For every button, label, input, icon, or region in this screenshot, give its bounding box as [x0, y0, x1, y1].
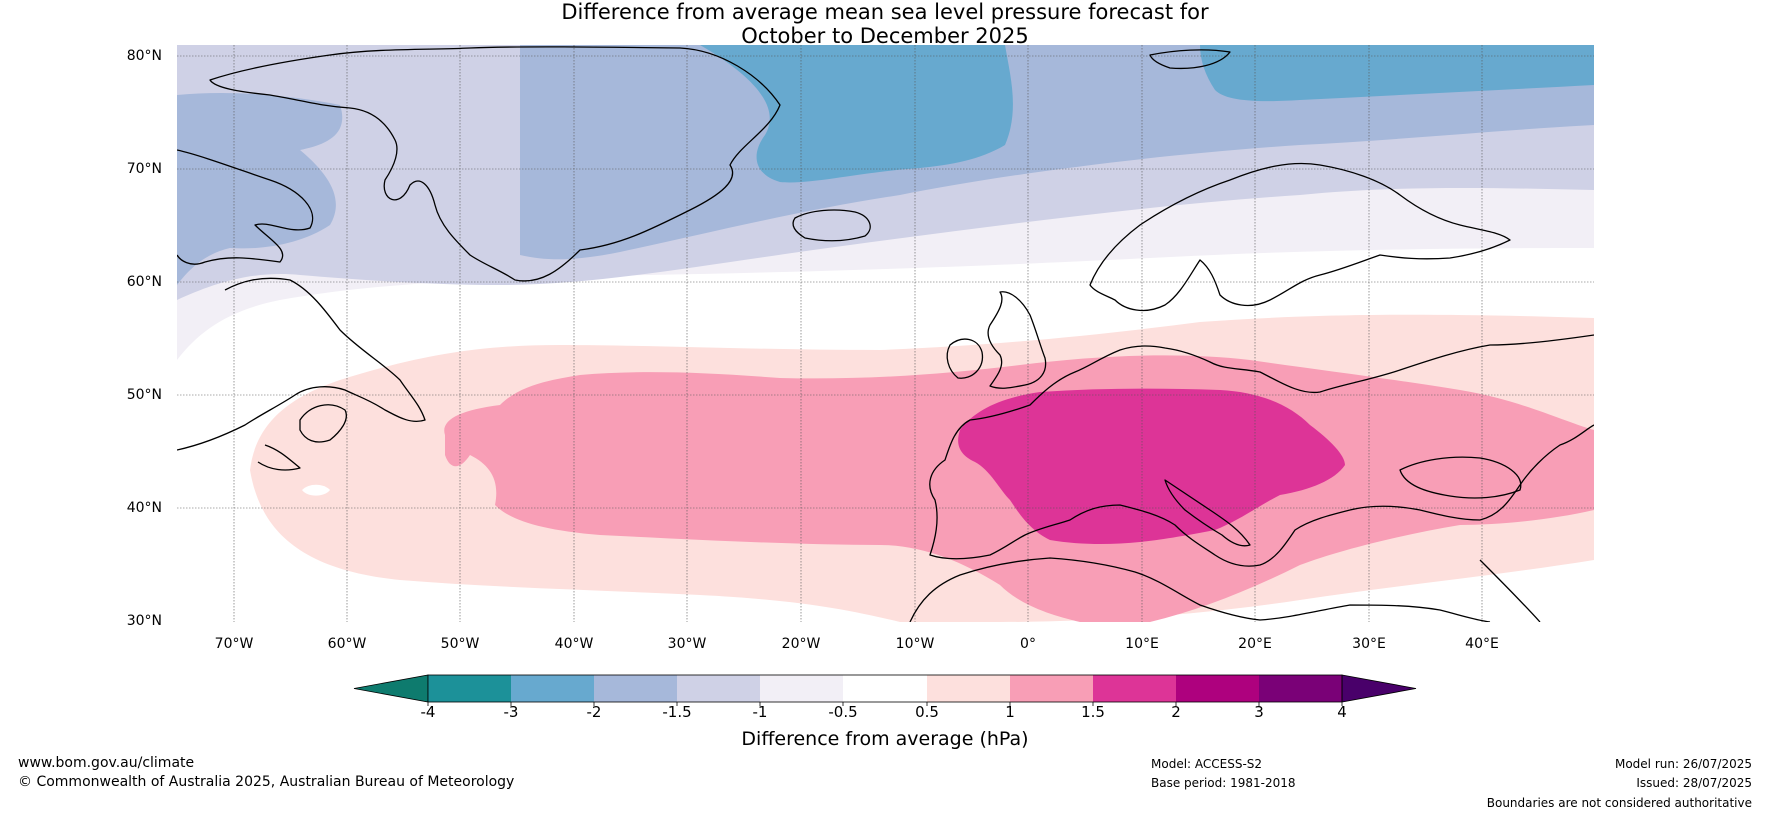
- colorbar-tick-label: 1: [1005, 703, 1015, 721]
- colorbar-tick-label: -1: [752, 703, 768, 721]
- footer-website: www.bom.gov.au/climate: [18, 755, 195, 771]
- coast-britain: [987, 291, 1047, 389]
- colorbar-segment: [1010, 675, 1093, 702]
- colorbar-tick-label: -4: [420, 703, 436, 721]
- contour-fill-neg2: [700, 45, 1594, 183]
- coast-labrador: [177, 277, 426, 451]
- coast-baffin: [177, 149, 314, 265]
- lon-label: 40°W: [554, 636, 594, 652]
- map-title-line1: Difference from average mean sea level p…: [561, 0, 1209, 24]
- colorbar-segment: [594, 675, 677, 702]
- lat-label: 70°N: [126, 161, 162, 177]
- colorbar-tick-label: 2: [1171, 703, 1181, 721]
- lon-label: 50°W: [440, 636, 480, 652]
- coastlines: [177, 46, 1594, 622]
- colorbar-segment: [428, 675, 511, 702]
- colorbar-tick-label: -0.5: [828, 703, 858, 721]
- colorbar-tick-label: 4: [1337, 703, 1347, 721]
- colorbar-extend-low: [353, 674, 429, 703]
- lon-label: 30°E: [1352, 636, 1386, 652]
- coast-europe-mainland: [929, 334, 1594, 567]
- colorbar-segment: [1176, 675, 1259, 702]
- lon-label: 0°: [1020, 636, 1036, 652]
- coast-black-sea: [1399, 456, 1522, 499]
- lon-label: 60°W: [327, 636, 367, 652]
- graticule: [177, 45, 1594, 622]
- pressure-anomaly-map: [177, 45, 1594, 622]
- lon-label: 70°W: [214, 636, 254, 652]
- colorbar-tick-label: 3: [1254, 703, 1264, 721]
- colorbar-extend-high: [1341, 674, 1417, 703]
- lat-label: 80°N: [126, 48, 162, 64]
- coast-north-africa: [909, 557, 1491, 622]
- map-title-line2: October to December 2025: [741, 24, 1029, 48]
- coast-red-sea: [1479, 559, 1541, 622]
- footer-disclaimer: Boundaries are not considered authoritat…: [1486, 796, 1752, 810]
- colorbar-segment: [677, 675, 760, 702]
- colorbar-outline: [427, 674, 1343, 703]
- colorbar-segment: [1259, 675, 1342, 702]
- coast-italy: [1164, 479, 1251, 547]
- lon-label: 10°W: [895, 636, 935, 652]
- coast-scandinavia: [1089, 162, 1511, 312]
- white-hole-nfld: [302, 484, 330, 496]
- contour-fill-pos15: [958, 388, 1345, 545]
- colorbar-tick-label: -3: [503, 703, 519, 721]
- coast-newfoundland: [299, 404, 347, 443]
- coast-iceland: [792, 209, 871, 242]
- colorbar-segment: [760, 675, 843, 702]
- coast-svalbard: [1149, 49, 1231, 70]
- map-title: Difference from average mean sea level p…: [0, 0, 1770, 48]
- lon-label: 20°E: [1238, 636, 1272, 652]
- coast-nova-scotia: [257, 444, 301, 471]
- footer-model-run: Model run: 26/07/2025: [1614, 757, 1752, 771]
- footer-model: Model: ACCESS-S2: [1151, 757, 1263, 771]
- footer-base-period: Base period: 1981-2018: [1151, 776, 1296, 790]
- colorbar-segment: [927, 675, 1010, 702]
- colorbar-tick-label: -2: [586, 703, 602, 721]
- colorbar-segment: [511, 675, 594, 702]
- colorbar-tick-label: 1.5: [1081, 703, 1105, 721]
- lon-label: 30°W: [667, 636, 707, 652]
- colorbar-tick-label: 0.5: [915, 703, 939, 721]
- lon-label: 20°W: [781, 636, 821, 652]
- colorbar-label: Difference from average (hPa): [741, 728, 1029, 750]
- colorbar: [353, 674, 1417, 706]
- lon-label: 10°E: [1125, 636, 1159, 652]
- footer-copyright: © Commonwealth of Australia 2025, Austra…: [18, 774, 515, 790]
- coast-ireland: [946, 338, 984, 379]
- lat-label: 60°N: [126, 274, 162, 290]
- lat-label: 50°N: [126, 387, 162, 403]
- lon-label: 40°E: [1465, 636, 1499, 652]
- lat-label: 40°N: [126, 500, 162, 516]
- lat-label: 30°N: [126, 613, 162, 629]
- colorbar-segment: [843, 675, 927, 702]
- coast-greenland: [209, 46, 781, 282]
- colorbar-segment: [1093, 675, 1176, 702]
- footer-issued: Issued: 28/07/2025: [1636, 776, 1752, 790]
- colorbar-tick-label: -1.5: [662, 703, 692, 721]
